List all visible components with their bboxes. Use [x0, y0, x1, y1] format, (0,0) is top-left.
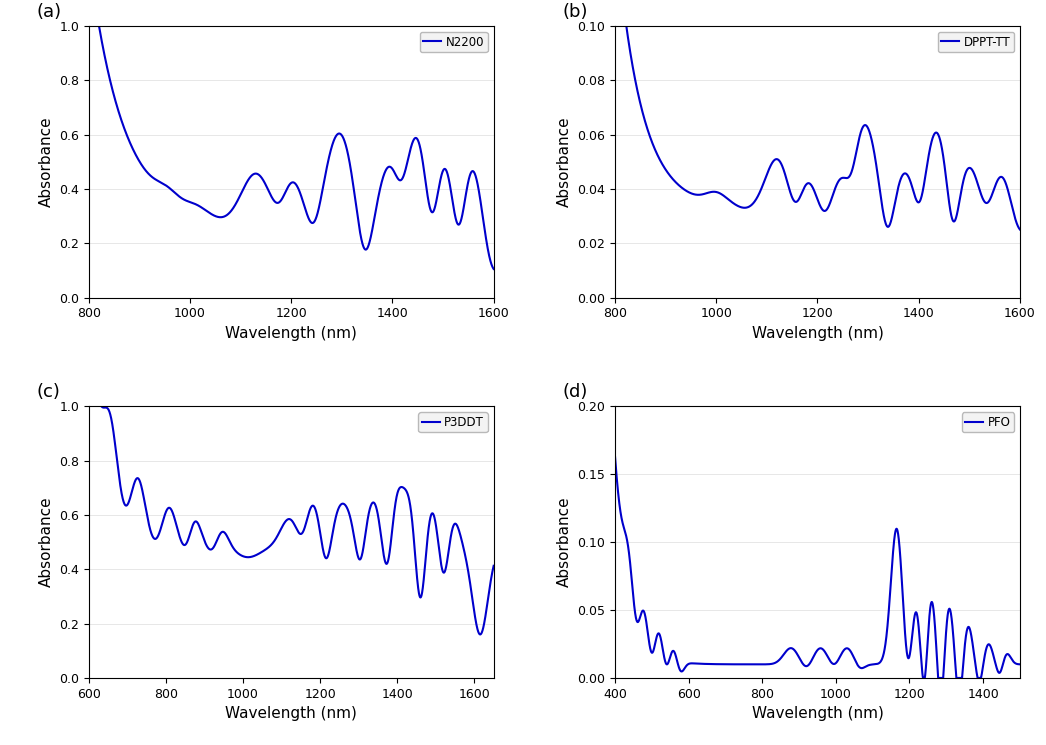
Legend: P3DDT: P3DDT [418, 412, 487, 432]
Legend: PFO: PFO [961, 412, 1014, 432]
Legend: DPPT-TT: DPPT-TT [937, 32, 1014, 52]
Y-axis label: Absorbance: Absorbance [39, 497, 53, 588]
Y-axis label: Absorbance: Absorbance [39, 116, 53, 207]
Text: (b): (b) [563, 3, 588, 21]
Y-axis label: Absorbance: Absorbance [556, 116, 572, 207]
Y-axis label: Absorbance: Absorbance [556, 497, 572, 588]
X-axis label: Wavelength (nm): Wavelength (nm) [225, 326, 358, 341]
X-axis label: Wavelength (nm): Wavelength (nm) [225, 706, 358, 721]
Text: (a): (a) [37, 3, 62, 21]
X-axis label: Wavelength (nm): Wavelength (nm) [751, 326, 884, 341]
Text: (d): (d) [563, 383, 588, 401]
X-axis label: Wavelength (nm): Wavelength (nm) [751, 706, 884, 721]
Text: (c): (c) [37, 383, 61, 401]
Legend: N2200: N2200 [419, 32, 487, 52]
